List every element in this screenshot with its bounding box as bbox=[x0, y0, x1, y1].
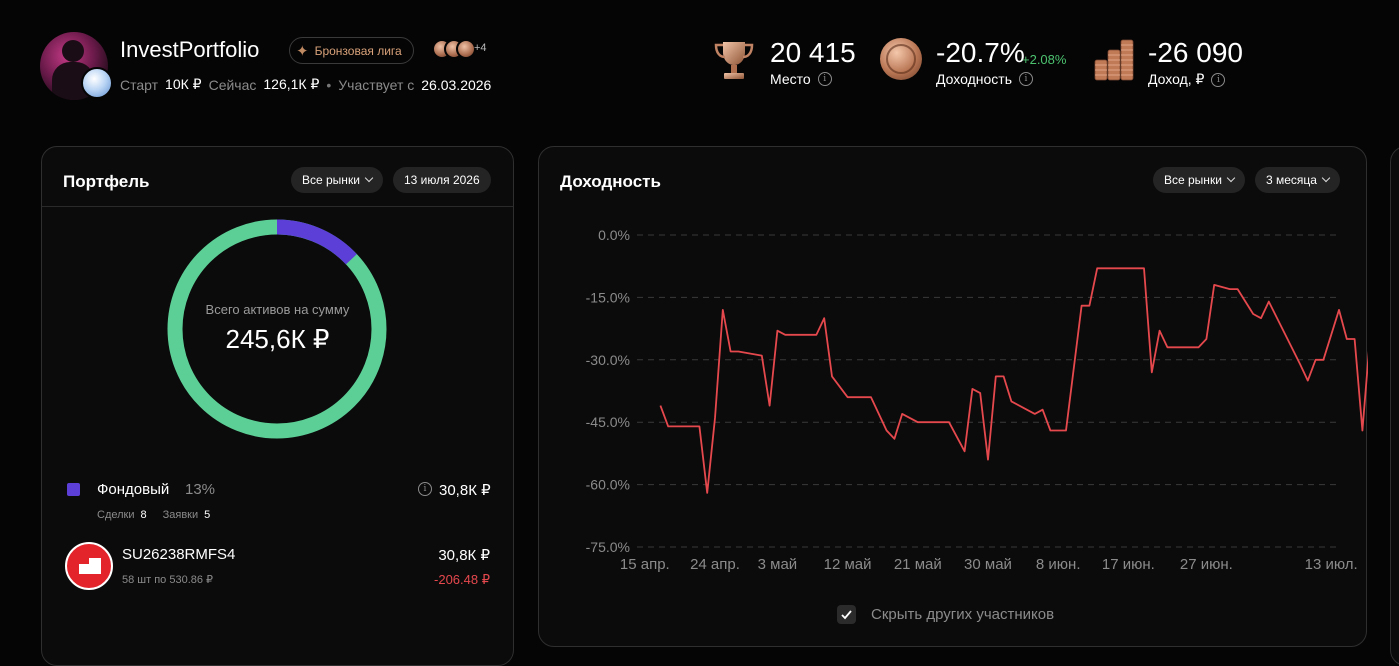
medal-icon bbox=[880, 38, 922, 80]
orders-count: 5 bbox=[204, 509, 211, 521]
date-filter-button[interactable]: 13 июля 2026 bbox=[393, 167, 491, 193]
y-tick-label: -60.0% bbox=[586, 477, 630, 493]
asset-details: 58 шт по 530.86 ₽ bbox=[122, 574, 214, 586]
profile-name: InvestPortfolio bbox=[120, 37, 260, 62]
period-filter-label: 3 месяца bbox=[1266, 173, 1317, 187]
info-icon[interactable]: i bbox=[1211, 72, 1226, 87]
y-tick-label: -15.0% bbox=[586, 289, 630, 305]
portfolio-title: Портфель bbox=[63, 172, 150, 191]
income-label: Доход, ₽ bbox=[1148, 71, 1205, 87]
x-tick-label: 17 июн. bbox=[1102, 556, 1155, 573]
chevron-down-icon bbox=[1226, 173, 1236, 183]
avatar-level-badge bbox=[81, 67, 113, 99]
coins-icon bbox=[1094, 39, 1134, 81]
x-tick-label: 12 май bbox=[824, 556, 872, 573]
since-value: 26.03.2026 bbox=[421, 76, 492, 93]
portfolio-card: Портфель Все рынки 13 июля 2026 Всего ак… bbox=[41, 146, 514, 666]
y-tick-label: -30.0% bbox=[586, 352, 630, 368]
separator-dot: • bbox=[326, 76, 332, 93]
sparkle-icon: ✦ bbox=[296, 42, 309, 60]
user-avatar[interactable] bbox=[40, 32, 108, 100]
yield-delta: +2.08% bbox=[1022, 52, 1067, 67]
profile-summary: Старт 10К ₽ Сейчас 126,1К ₽ • Участвует … bbox=[120, 76, 491, 93]
market-filter-dropdown[interactable]: Все рынки bbox=[1153, 167, 1245, 193]
info-icon[interactable]: i bbox=[418, 482, 432, 496]
third-card-partial bbox=[1390, 146, 1399, 666]
asset-ticker[interactable]: SU26238RMFS4 bbox=[122, 546, 236, 563]
yield-label: Доходность bbox=[936, 71, 1012, 87]
income-value: -26 090 bbox=[1148, 37, 1243, 68]
period-filter-dropdown[interactable]: 3 месяца bbox=[1255, 167, 1340, 193]
place-value: 20 415 bbox=[770, 37, 856, 68]
x-tick-label: 21 май bbox=[894, 556, 942, 573]
total-assets-value: 245,6К ₽ bbox=[225, 324, 330, 354]
market-filter-dropdown[interactable]: Все рынки bbox=[291, 167, 383, 193]
place-label: Место bbox=[770, 71, 811, 87]
trades-label: Сделки bbox=[97, 509, 135, 521]
x-tick-label: 8 июн. bbox=[1036, 556, 1081, 573]
since-label: Участвует с bbox=[338, 76, 415, 93]
hide-others-checkbox[interactable] bbox=[837, 605, 856, 624]
y-tick-label: 0.0% bbox=[598, 227, 630, 243]
series-line[interactable] bbox=[659, 267, 1368, 494]
segment-color-swatch bbox=[67, 483, 80, 496]
now-value: 126,1К ₽ bbox=[263, 76, 320, 92]
league-badge[interactable]: ✦ Бронзовая лига bbox=[289, 37, 414, 64]
trades-count: 8 bbox=[140, 509, 147, 521]
x-tick-label: 13 июл. bbox=[1305, 556, 1358, 573]
place-label-row: Место i bbox=[770, 71, 832, 87]
card-divider bbox=[42, 206, 513, 207]
check-icon bbox=[841, 610, 852, 620]
yield-value: -20.7% bbox=[936, 37, 1025, 68]
x-tick-label: 3 май bbox=[758, 556, 798, 573]
league-label: Бронзовая лига bbox=[314, 43, 402, 58]
x-tick-label: 24 апр. bbox=[690, 556, 740, 573]
trophy-icon bbox=[714, 42, 754, 79]
yield-label-row: Доходность i bbox=[936, 71, 1033, 87]
x-tick-label: 30 май bbox=[964, 556, 1012, 573]
now-label: Сейчас bbox=[208, 76, 257, 93]
asset-profit-loss: -206.48 ₽ bbox=[434, 572, 490, 587]
market-filter-label: Все рынки bbox=[1164, 173, 1222, 187]
income-label-row: Доход, ₽ i bbox=[1148, 71, 1226, 88]
start-label: Старт bbox=[120, 76, 159, 93]
asset-logo bbox=[65, 542, 113, 590]
y-tick-label: -75.0% bbox=[586, 539, 630, 555]
y-tick-label: -45.0% bbox=[586, 414, 630, 430]
returns-title: Доходность bbox=[560, 172, 661, 191]
market-filter-label: Все рынки bbox=[302, 173, 360, 187]
donut-segment-stock[interactable] bbox=[167, 219, 387, 439]
info-icon[interactable]: i bbox=[1018, 72, 1033, 86]
chevron-down-icon bbox=[364, 173, 374, 183]
date-filter-label: 13 июля 2026 bbox=[404, 173, 480, 187]
segment-name[interactable]: Фондовый bbox=[97, 481, 170, 498]
returns-card: Доходность Все рынки 3 месяца 0.0% -15.0%… bbox=[538, 146, 1368, 647]
segment-value: 30,8К ₽ bbox=[439, 482, 491, 499]
total-assets-label: Всего активов на сумму bbox=[205, 302, 350, 317]
start-value: 10К ₽ bbox=[165, 76, 202, 92]
more-badges-count[interactable]: +4 bbox=[474, 42, 487, 54]
asset-value: 30,8К ₽ bbox=[438, 547, 490, 564]
orders-label: Заявки bbox=[162, 509, 199, 521]
info-icon[interactable]: i bbox=[817, 72, 832, 86]
x-tick-label: 15 апр. bbox=[620, 556, 670, 573]
achievement-badge-3[interactable] bbox=[456, 39, 476, 59]
returns-line-chart[interactable]: 0.0% -15.0% -30.0% -45.0% -60.0% -75.0%15 апр… bbox=[539, 215, 1368, 585]
segment-meta: Сделки 8 Заявки 5 bbox=[97, 509, 210, 521]
hide-others-label[interactable]: Скрыть других участников bbox=[871, 606, 1055, 623]
allocation-donut[interactable] bbox=[166, 218, 388, 440]
x-tick-label: 27 июн. bbox=[1180, 556, 1233, 573]
chevron-down-icon bbox=[1321, 173, 1331, 183]
segment-percent: 13% bbox=[185, 481, 216, 498]
